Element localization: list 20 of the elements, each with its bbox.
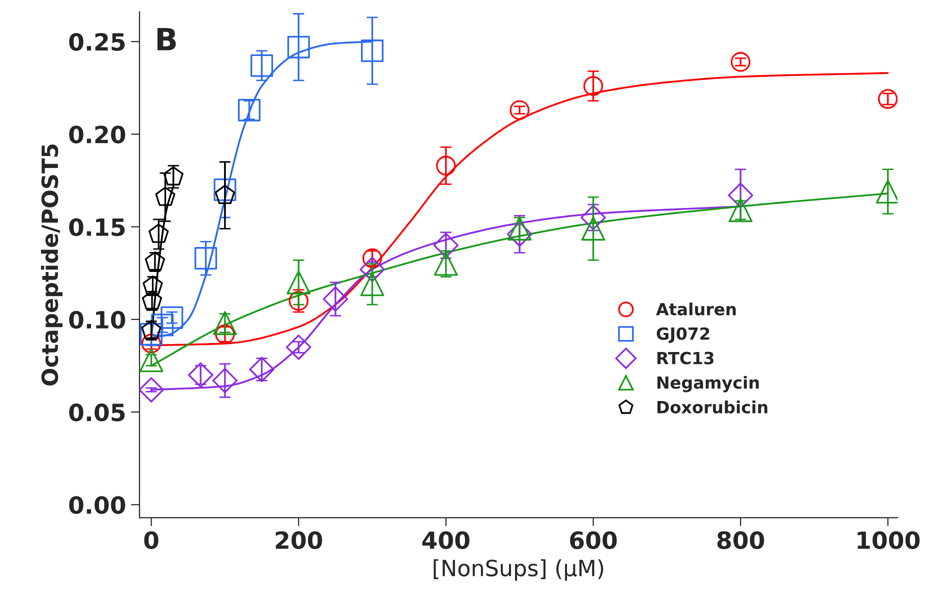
- legend-label: Negamycin: [657, 376, 759, 392]
- x-axis-title: [NonSups] (μM): [434, 559, 604, 581]
- legend-label: Ataluren: [656, 302, 736, 316]
- y-tick-label: 0.05: [69, 404, 125, 422]
- y-tick-label: 0.15: [69, 218, 125, 236]
- y-tick-label: 0.25: [69, 32, 125, 51]
- y-axis-title: Octapeptide/POST5: [40, 144, 62, 386]
- x-tick-label: 200: [276, 531, 322, 550]
- x-tick-label: 1000: [858, 531, 920, 550]
- legend-label: GJ072: [656, 327, 710, 344]
- y-tick-label: 0.20: [69, 126, 126, 144]
- legend-label: RTC13: [657, 352, 714, 364]
- x-tick-label: 800: [717, 531, 764, 550]
- annotation: B: [157, 28, 176, 50]
- y-tick-label: 0.00: [69, 496, 126, 514]
- legend-label: Doxorubicin: [657, 400, 768, 414]
- x-tick-label: 600: [570, 531, 617, 550]
- x-tick-label: 0: [144, 531, 158, 550]
- x-tick-label: 400: [422, 531, 470, 550]
- y-tick-label: 0.10: [69, 310, 126, 329]
